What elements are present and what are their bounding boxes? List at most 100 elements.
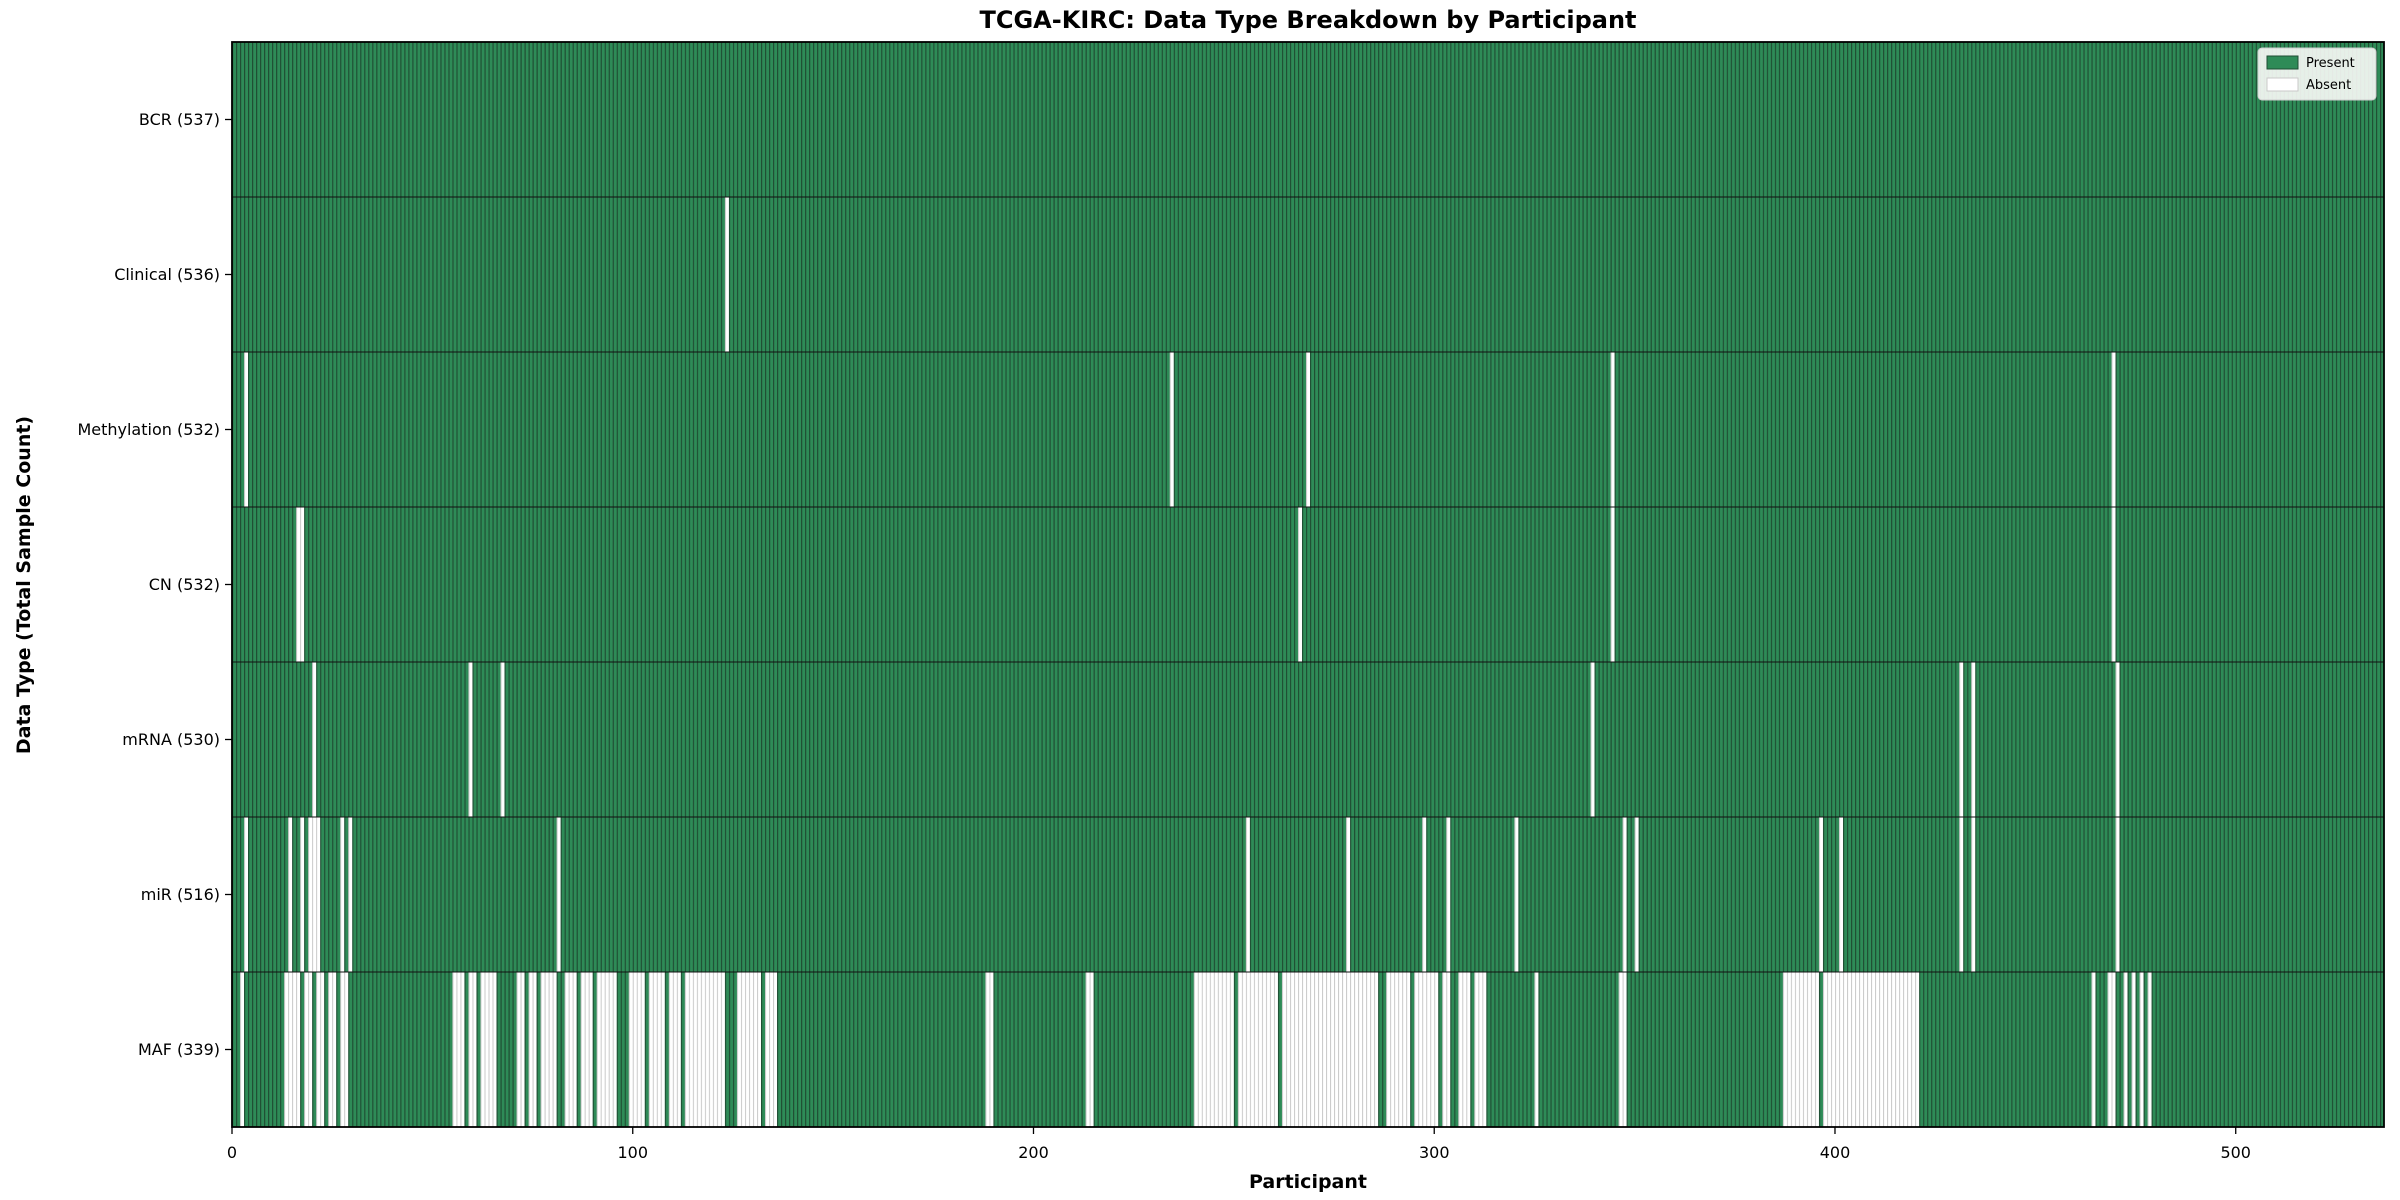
absent-gap-MAF [1085, 972, 1094, 1127]
row-band-BCR [232, 42, 2384, 197]
absent-gap-miR [244, 817, 249, 972]
row-band-Methylation [232, 352, 2384, 507]
y-tick-label-mRNA: mRNA (530) [122, 730, 220, 749]
absent-gap-miR [1245, 817, 1250, 972]
absent-gap-MAF [1534, 972, 1539, 1127]
legend-swatch-absent [2266, 77, 2299, 92]
absent-gap-MAF [340, 972, 349, 1127]
absent-gap-MAF [1193, 972, 1234, 1127]
legend-label-present: Present [2306, 56, 2355, 71]
absent-gap-MAF [528, 972, 537, 1127]
absent-gap-MAF [668, 972, 681, 1127]
absent-gap-mRNA [1959, 662, 1964, 817]
plot-area [232, 42, 2384, 1127]
absent-gap-mRNA [500, 662, 505, 817]
absent-gap-MAF [985, 972, 994, 1127]
absent-gap-MAF [540, 972, 557, 1127]
absent-gap-MAF [1458, 972, 1471, 1127]
present-bars-Clinical [232, 197, 2384, 352]
present-bars-BCR [232, 42, 2384, 197]
absent-gap-Methylation [1305, 352, 1311, 507]
absent-gap-MAF [1618, 972, 1627, 1127]
x-tick-label: 400 [1820, 1143, 1851, 1162]
absent-gap-CN [1297, 507, 1302, 662]
absent-gap-MAF [1442, 972, 1451, 1127]
row-band-CN [232, 507, 2384, 662]
absent-gap-MAF [2147, 972, 2152, 1127]
absent-gap-miR [556, 817, 561, 972]
absent-gap-MAF [516, 972, 525, 1127]
y-tick-label-BCR: BCR (537) [139, 110, 220, 129]
absent-gap-Clinical [724, 197, 729, 352]
absent-gap-MAF [1386, 972, 1411, 1127]
absent-gap-MAF [1281, 972, 1379, 1127]
absent-gap-MAF [580, 972, 593, 1127]
absent-gap-MAF [2131, 972, 2136, 1127]
absent-gap-Methylation [244, 352, 249, 507]
absent-gap-mRNA [1590, 662, 1595, 817]
absent-gap-MAF [628, 972, 645, 1127]
absent-gap-Methylation [1169, 352, 1174, 507]
y-tick-label-Methylation: Methylation (532) [77, 420, 220, 439]
x-tick-label: 100 [617, 1143, 648, 1162]
absent-gap-miR [1422, 817, 1427, 972]
absent-gap-miR [1346, 817, 1351, 972]
absent-gap-MAF [1237, 972, 1278, 1127]
absent-gap-miR [288, 817, 293, 972]
absent-gap-miR [1446, 817, 1451, 972]
absent-gap-miR [1818, 817, 1823, 972]
present-bars-CN [232, 507, 2384, 662]
absent-gap-MAF [1782, 972, 1819, 1127]
absent-gap-MAF [2091, 972, 2096, 1127]
plot-border [231, 41, 2385, 1128]
absent-gap-MAF [328, 972, 337, 1127]
absent-gap-miR [300, 817, 305, 972]
absent-gap-miR [2115, 817, 2120, 972]
absent-gap-MAF [596, 972, 617, 1127]
absent-gap-miR [308, 817, 321, 972]
present-bars-miR [232, 817, 2384, 972]
chart-title: TCGA-KIRC: Data Type Breakdown by Partic… [980, 6, 1637, 34]
y-axis-label: Data Type (Total Sample Count) [13, 416, 35, 754]
axes: BCR (537) Clinical (536) Methylation (532)… [77, 41, 2385, 1162]
absent-gap-MAF [684, 972, 725, 1127]
absent-gap-MAF [764, 972, 778, 1127]
absent-gap-MAF [1822, 972, 1920, 1127]
absent-gap-MAF [736, 972, 761, 1127]
legend: Present Absent [2257, 47, 2377, 101]
absent-gap-miR [1514, 817, 1519, 972]
row-band-miR [232, 817, 2384, 972]
row-band-mRNA [232, 662, 2384, 817]
absent-gap-CN [2111, 507, 2116, 662]
x-tick-label: 200 [1018, 1143, 1049, 1162]
absent-gap-MAF [648, 972, 665, 1127]
present-bars-mRNA [232, 662, 2384, 817]
y-tick-label-CN: CN (532) [149, 575, 220, 594]
absent-gap-CN [296, 507, 305, 662]
absent-gap-MAF [564, 972, 577, 1127]
absent-gap-miR [348, 817, 353, 972]
absent-gap-miR [1959, 817, 1964, 972]
absent-gap-MAF [240, 972, 245, 1127]
absent-gap-mRNA [2115, 662, 2120, 817]
x-tick-label: 300 [1419, 1143, 1450, 1162]
x-tick-label: 0 [227, 1143, 237, 1162]
row-band-Clinical [232, 197, 2384, 352]
legend-label-absent: Absent [2306, 78, 2351, 93]
absent-gap-MAF [1474, 972, 1487, 1127]
y-tick-label-miR: miR (516) [141, 885, 220, 904]
absent-gap-miR [1622, 817, 1627, 972]
absent-gap-MAF [316, 972, 325, 1127]
x-tick-label: 500 [2220, 1143, 2251, 1162]
absent-gap-MAF [2107, 972, 2116, 1127]
x-axis-label: Participant [1249, 1171, 1367, 1193]
absent-gap-MAF [304, 972, 313, 1127]
row-band-MAF [232, 972, 2384, 1127]
absent-gap-MAF [1414, 972, 1439, 1127]
absent-gap-MAF [2139, 972, 2144, 1127]
absent-gap-MAF [480, 972, 497, 1127]
absent-gap-mRNA [1971, 662, 1976, 817]
absent-gap-MAF [2123, 972, 2128, 1127]
